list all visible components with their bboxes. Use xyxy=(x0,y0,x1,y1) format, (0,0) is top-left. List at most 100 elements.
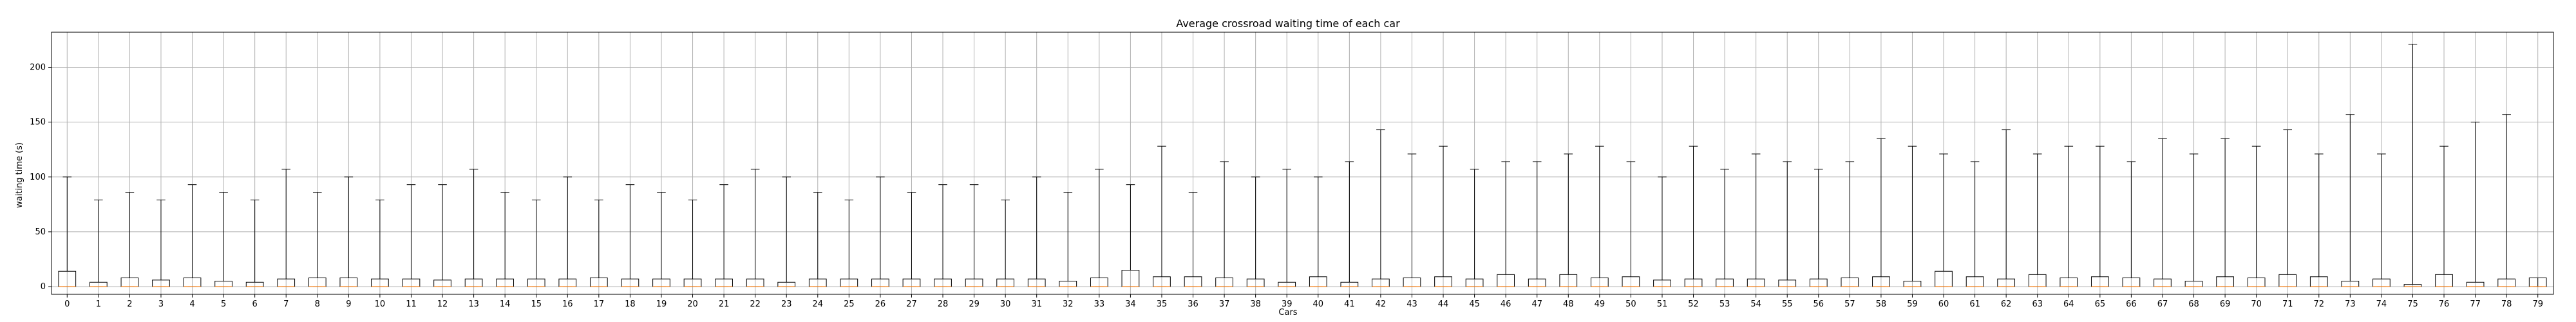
box-item xyxy=(1841,161,1859,287)
x-tick-label: 19 xyxy=(656,299,667,309)
box-item xyxy=(1528,161,1546,287)
x-tick-label: 18 xyxy=(625,299,636,309)
box-item xyxy=(2122,161,2141,287)
x-tick-label: 10 xyxy=(375,299,386,309)
box-item xyxy=(1684,146,1703,287)
box-item xyxy=(496,192,515,287)
x-tick-label: 62 xyxy=(2001,299,2012,309)
box-item xyxy=(2090,146,2109,287)
x-tick-label: 41 xyxy=(1344,299,1355,309)
x-tick-label: 6 xyxy=(252,299,258,309)
x-tick-label: 49 xyxy=(1595,299,1605,309)
box-item xyxy=(1121,184,1140,287)
x-tick-label: 39 xyxy=(1282,299,1293,309)
box-item xyxy=(2216,138,2234,287)
x-tick-label: 40 xyxy=(1313,299,1324,309)
box-item xyxy=(89,200,108,287)
box-item xyxy=(1278,169,1296,287)
box-item xyxy=(2528,277,2547,287)
box-item xyxy=(277,169,296,287)
box-item xyxy=(1153,146,1171,287)
box-item xyxy=(433,184,451,287)
x-tick-label: 32 xyxy=(1063,299,1074,309)
box-item xyxy=(652,192,670,287)
x-tick-label: 53 xyxy=(1719,299,1730,309)
x-tick-label: 0 xyxy=(64,299,70,309)
box-item xyxy=(245,200,264,287)
x-tick-label: 44 xyxy=(1438,299,1449,309)
y-tick-label: 50 xyxy=(35,227,46,237)
box-item xyxy=(1716,169,1734,287)
box-item xyxy=(1997,129,2016,287)
box-item xyxy=(777,176,796,287)
x-tick-label: 52 xyxy=(1688,299,1699,309)
box-item xyxy=(1590,146,1609,287)
box-item xyxy=(464,169,483,287)
box-item xyxy=(934,184,952,287)
box-item xyxy=(2341,114,2360,287)
box-item xyxy=(339,176,358,287)
box-item xyxy=(152,200,170,287)
x-tick-label: 75 xyxy=(2407,299,2418,309)
x-tick-label: 28 xyxy=(938,299,949,309)
box-item xyxy=(1215,161,1233,287)
x-tick-label: 51 xyxy=(1657,299,1668,309)
x-tick-label: 64 xyxy=(2063,299,2074,309)
box-item xyxy=(1497,161,1515,287)
box-item xyxy=(621,184,639,287)
box-item xyxy=(2247,146,2266,287)
box-item xyxy=(1372,129,1390,287)
x-tick-label: 36 xyxy=(1188,299,1198,309)
x-tick-label: 31 xyxy=(1031,299,1042,309)
box-series xyxy=(58,44,2547,287)
box-item xyxy=(965,184,983,287)
x-tick-label: 3 xyxy=(158,299,164,309)
y-axis-label: waiting time (s) xyxy=(15,142,24,208)
box-item xyxy=(1309,176,1327,287)
x-tick-label: 11 xyxy=(406,299,417,309)
x-tick-label: 17 xyxy=(594,299,605,309)
box-item xyxy=(1747,153,1765,287)
box-item xyxy=(996,200,1015,287)
x-axis-label: Cars xyxy=(1278,308,1297,317)
x-tick-label: 21 xyxy=(719,299,730,309)
y-tick-label: 200 xyxy=(30,62,46,72)
x-tick-label: 67 xyxy=(2157,299,2168,309)
x-tick-label: 60 xyxy=(1938,299,1949,309)
grid-lines xyxy=(52,32,2553,294)
x-tick-label: 23 xyxy=(781,299,792,309)
x-tick-label: 74 xyxy=(2376,299,2387,309)
box-item xyxy=(840,200,858,287)
box-item xyxy=(527,200,545,287)
x-tick-label: 43 xyxy=(1406,299,1417,309)
x-tick-label: 2 xyxy=(127,299,132,309)
box-item xyxy=(2309,153,2328,287)
x-tick-label: 26 xyxy=(875,299,886,309)
x-tick-label: 13 xyxy=(468,299,479,309)
plot-frame xyxy=(51,32,2554,295)
x-tick-label: 24 xyxy=(813,299,824,309)
box-item xyxy=(371,200,389,287)
box-item xyxy=(1403,153,1421,287)
x-tick-label: 29 xyxy=(969,299,980,309)
x-tick-label: 47 xyxy=(1531,299,1542,309)
box-item xyxy=(1935,153,1953,287)
box-item xyxy=(214,192,232,287)
box-item xyxy=(2028,153,2047,287)
box-item xyxy=(1184,192,1202,287)
box-item xyxy=(1903,146,1922,287)
box-item xyxy=(2154,138,2172,287)
x-tick-label: 65 xyxy=(2095,299,2106,309)
x-tick-label: 14 xyxy=(500,299,511,309)
x-tick-label: 66 xyxy=(2126,299,2137,309)
x-tick-label: 70 xyxy=(2251,299,2262,309)
x-tick-label: 9 xyxy=(346,299,351,309)
box-item xyxy=(902,192,921,287)
box-item xyxy=(589,200,608,287)
x-tick-label: 72 xyxy=(2314,299,2325,309)
box-item xyxy=(871,176,889,287)
x-tick-label: 59 xyxy=(1907,299,1918,309)
box-item xyxy=(1340,161,1359,287)
x-tick-label: 15 xyxy=(531,299,542,309)
